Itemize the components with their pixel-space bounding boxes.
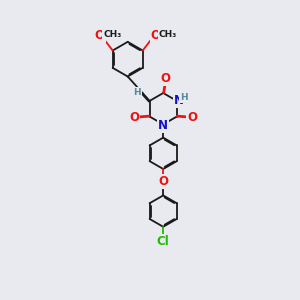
Text: O: O [158, 175, 168, 188]
Text: O: O [187, 111, 197, 124]
Text: N: N [174, 94, 184, 106]
Text: Cl: Cl [157, 235, 169, 248]
Text: O: O [151, 29, 160, 42]
Text: H: H [133, 88, 141, 97]
Text: N: N [158, 119, 168, 132]
Text: O: O [95, 29, 105, 42]
Text: O: O [161, 72, 171, 85]
Text: CH₃: CH₃ [159, 30, 177, 39]
Text: H: H [180, 93, 188, 102]
Text: O: O [129, 111, 139, 124]
Text: CH₃: CH₃ [103, 30, 121, 39]
